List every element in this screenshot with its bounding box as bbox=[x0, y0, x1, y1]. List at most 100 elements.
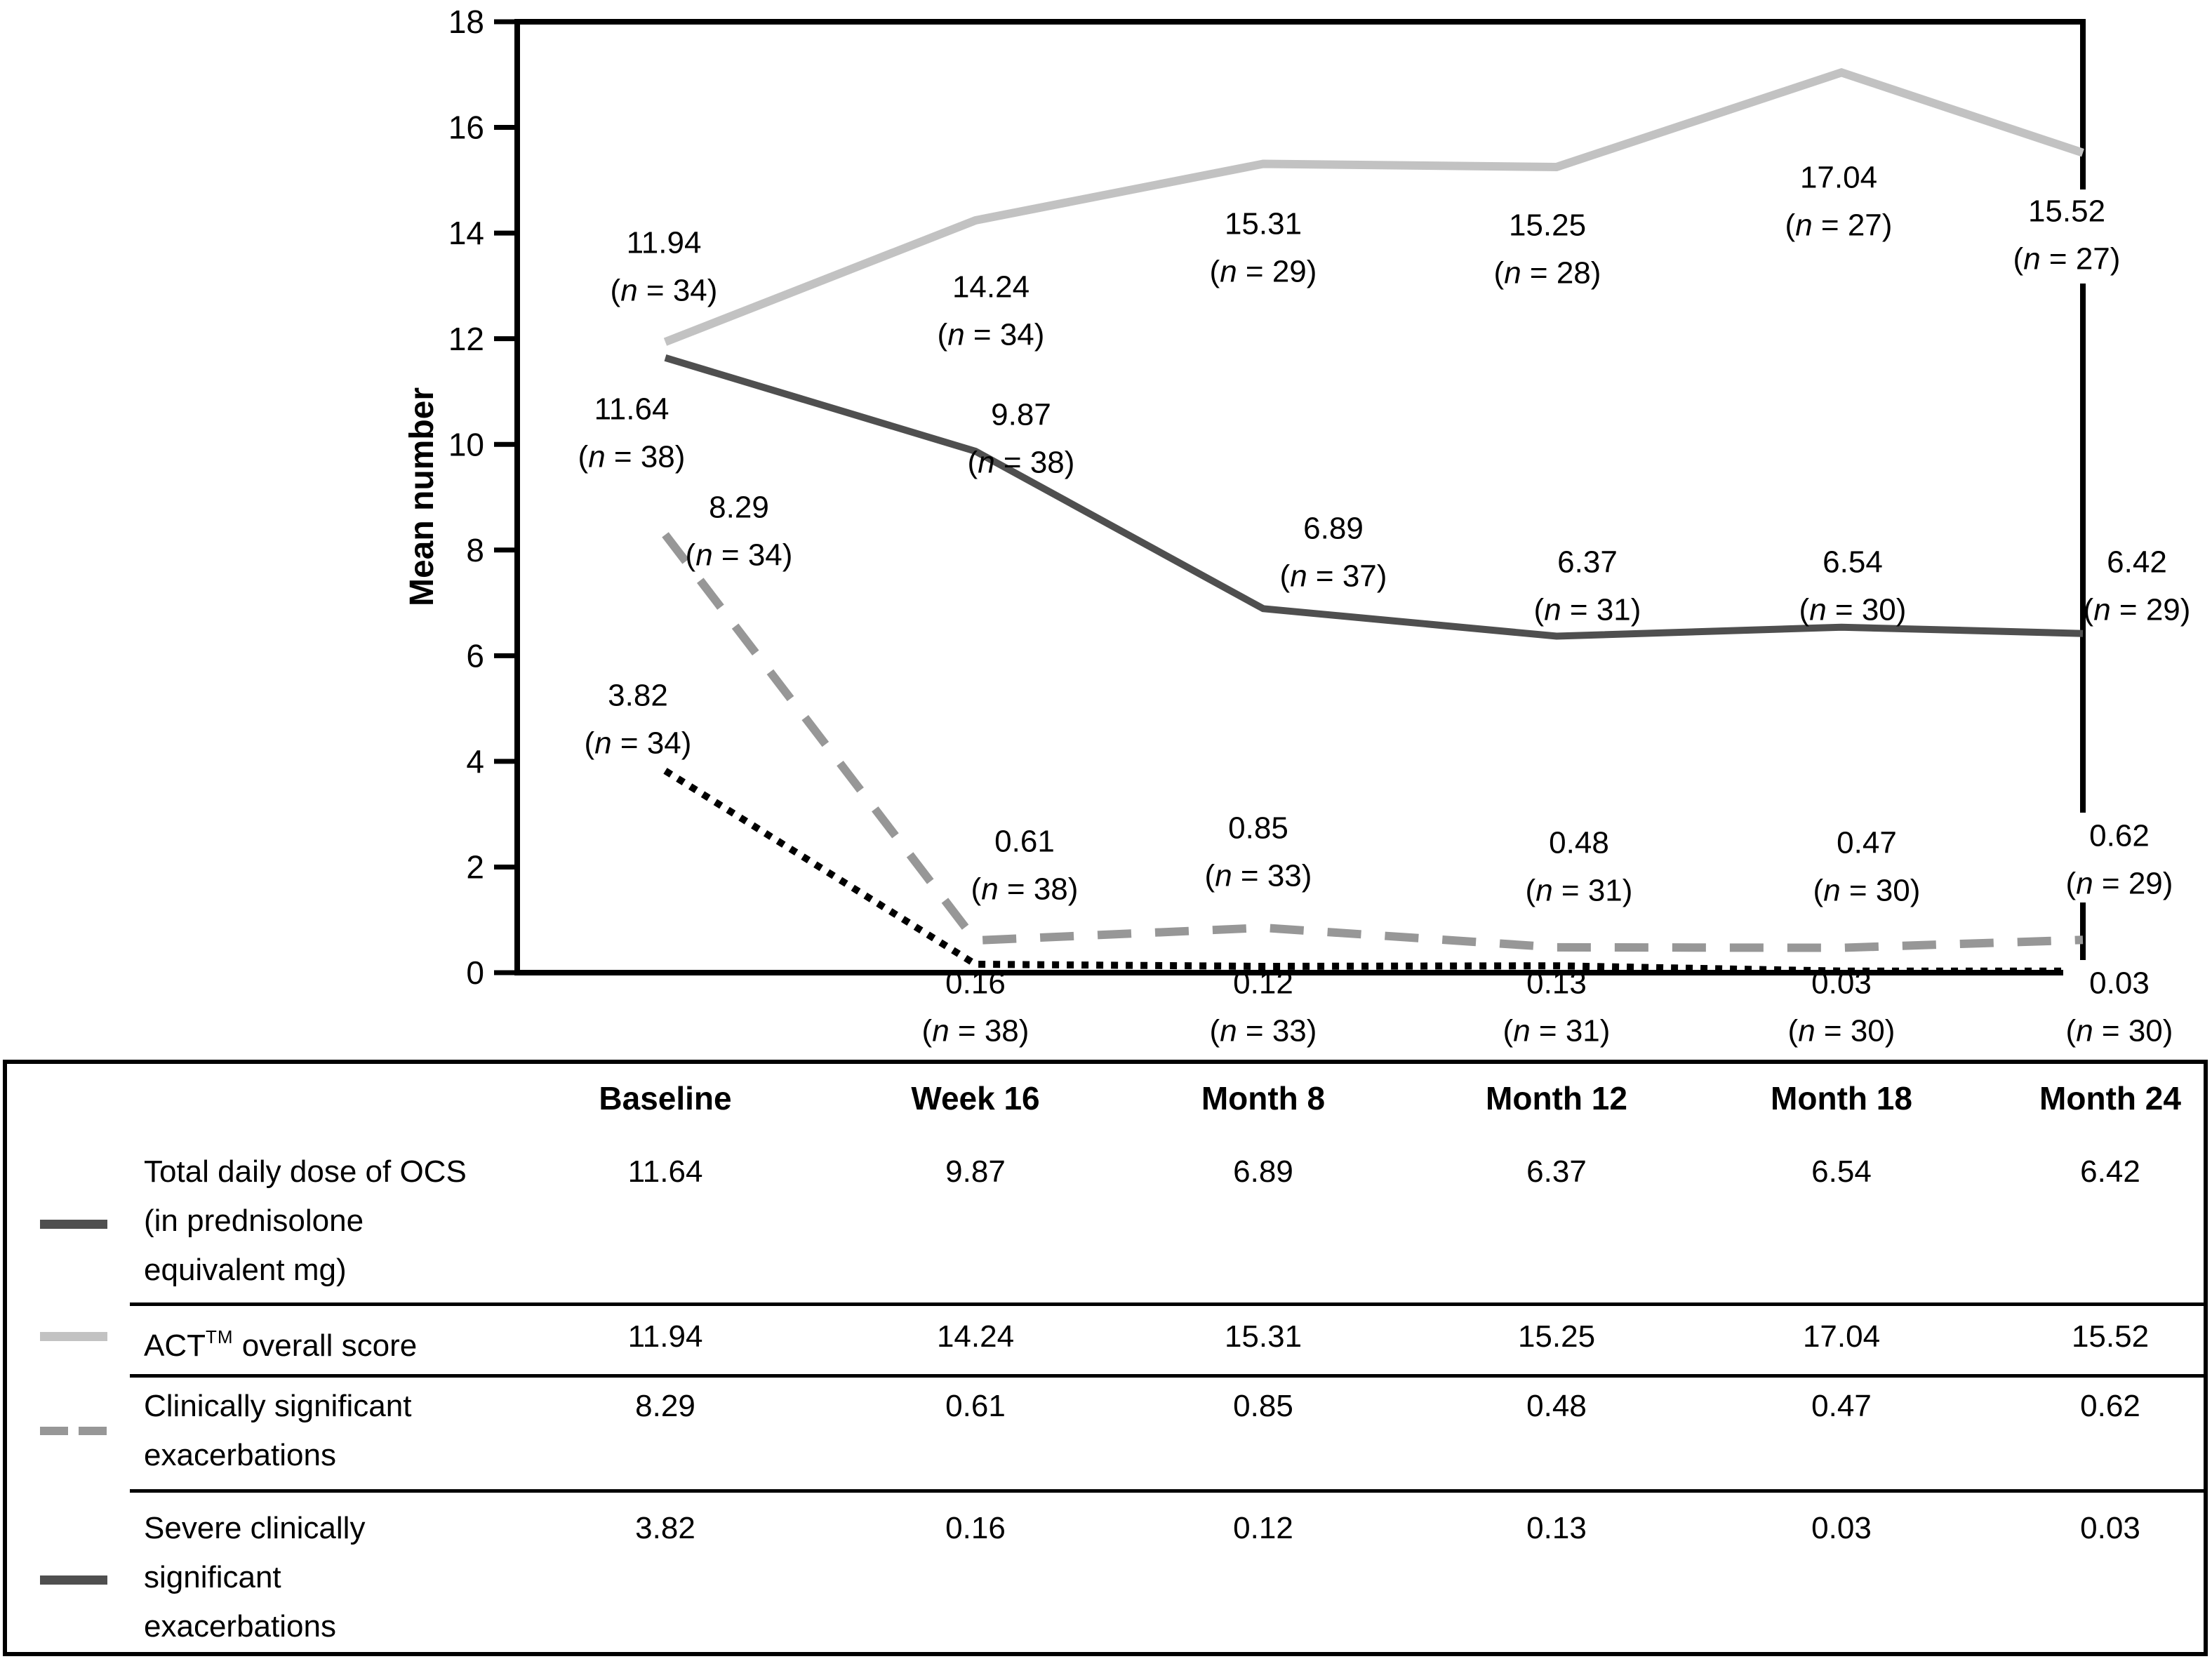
point-value-label: 8.29 bbox=[709, 490, 769, 524]
point-value-label: 14.24 bbox=[952, 269, 1030, 304]
table-cell-r3-c3: 0.13 bbox=[1526, 1511, 1587, 1545]
point-value-label: 6.42 bbox=[2107, 545, 2167, 579]
table-header-month-8: Month 8 bbox=[1201, 1080, 1326, 1117]
point-value-label: 0.47 bbox=[1837, 825, 1897, 860]
table-row-label: exacerbations bbox=[144, 1438, 336, 1472]
table-row-label: Clinically significant bbox=[144, 1389, 412, 1423]
table-cell-r3-c0: 3.82 bbox=[635, 1511, 695, 1545]
table-cell-r2-c4: 0.47 bbox=[1811, 1389, 1872, 1423]
table-cell-r1-c4: 17.04 bbox=[1802, 1319, 1881, 1354]
plot-border bbox=[514, 19, 2086, 975]
point-value-label: 17.04 bbox=[1800, 160, 1877, 194]
table-cell-r2-c1: 0.61 bbox=[945, 1389, 1006, 1423]
table-cell-r0-c4: 6.54 bbox=[1811, 1154, 1872, 1189]
point-value-label: 11.64 bbox=[594, 392, 669, 426]
point-n-label: (n = 38) bbox=[578, 439, 686, 474]
table-row-label: significant bbox=[144, 1560, 281, 1594]
series-line-ocs bbox=[664, 354, 2084, 640]
point-value-label: 0.62 bbox=[2089, 818, 2150, 853]
point-value-label: 15.31 bbox=[1225, 206, 1302, 241]
point-n-label: (n = 30) bbox=[2066, 1013, 2173, 1048]
table-cell-r3-c5: 0.03 bbox=[2080, 1511, 2140, 1545]
label-backing bbox=[2008, 189, 2133, 284]
legend-swatch-solid-dark bbox=[40, 1220, 107, 1229]
table-header-week-16: Week 16 bbox=[911, 1080, 1040, 1117]
table-header-baseline: Baseline bbox=[599, 1080, 732, 1117]
point-n-label: (n = 30) bbox=[1788, 1013, 1895, 1048]
table-cell-r0-c3: 6.37 bbox=[1526, 1154, 1587, 1189]
point-value-label: 11.94 bbox=[627, 225, 702, 260]
legend-swatch-dashed bbox=[79, 1427, 107, 1435]
y-tick-label-8: 8 bbox=[466, 532, 484, 568]
legend-swatch-solid-dark bbox=[40, 1575, 107, 1585]
point-n-label: (n = 38) bbox=[922, 1013, 1030, 1048]
legend-swatch-dashed bbox=[40, 1427, 68, 1435]
point-value-label: 0.61 bbox=[994, 824, 1055, 858]
y-tick-label-2: 2 bbox=[466, 849, 484, 886]
point-n-label: (n = 34) bbox=[585, 726, 692, 760]
table-header-month-18: Month 18 bbox=[1771, 1080, 1912, 1117]
y-tick-label-0: 0 bbox=[466, 954, 484, 991]
y-tick-label-4: 4 bbox=[466, 743, 484, 780]
line-chart: Mean number 0 2 4 6 8 10 12 14 16 18 11.64 (n = 38)… bbox=[403, 4, 2191, 1050]
point-n-label: (n = 33) bbox=[1205, 858, 1312, 893]
point-n-label: (n = 29) bbox=[2066, 866, 2173, 900]
table-cell-r0-c1: 9.87 bbox=[945, 1154, 1006, 1189]
point-value-label: 15.25 bbox=[1509, 208, 1586, 242]
point-n-label: (n = 31) bbox=[1503, 1013, 1611, 1048]
table-cell-r1-c1: 14.24 bbox=[936, 1319, 1015, 1354]
table-row-label: ACTTM overall score bbox=[144, 1326, 418, 1363]
table-cell-r2-c2: 0.85 bbox=[1233, 1389, 1293, 1423]
table-cell-r2-c3: 0.48 bbox=[1526, 1389, 1587, 1423]
point-n-label: (n = 38) bbox=[968, 445, 1075, 479]
point-value-label: 6.89 bbox=[1303, 511, 1364, 545]
point-n-label: (n = 30) bbox=[1799, 592, 1907, 627]
point-n-label: (n = 31) bbox=[1526, 873, 1633, 907]
table-cell-r1-c5: 15.52 bbox=[2071, 1319, 2150, 1354]
point-n-label: (n = 34) bbox=[686, 538, 793, 572]
table-row-separator-3 bbox=[130, 1489, 2204, 1493]
point-n-label: (n = 29) bbox=[1210, 254, 1317, 288]
series-line-severe-exac bbox=[663, 768, 2083, 975]
table-cell-r1-c0: 11.94 bbox=[627, 1319, 703, 1354]
table-header-month-24: Month 24 bbox=[2039, 1080, 2181, 1117]
table-outer-border bbox=[3, 1060, 2208, 1656]
table-row-label: (in prednisolone bbox=[144, 1204, 364, 1238]
label-backing bbox=[2063, 960, 2183, 1050]
table-row-label: Severe clinically bbox=[144, 1511, 366, 1545]
point-n-label: (n = 30) bbox=[1813, 873, 1921, 907]
y-axis-title: Mean number bbox=[404, 387, 441, 606]
point-value-label: 0.13 bbox=[1526, 966, 1587, 1000]
point-n-label: (n = 34) bbox=[611, 273, 718, 307]
point-value-label: 0.16 bbox=[945, 966, 1006, 1000]
table-cell-r0-c5: 6.42 bbox=[2080, 1154, 2140, 1189]
table-cell-r3-c4: 0.03 bbox=[1811, 1511, 1872, 1545]
point-value-label: 9.87 bbox=[991, 397, 1051, 432]
y-tick-label-16: 16 bbox=[448, 109, 484, 146]
table-cell-r0-c0: 11.64 bbox=[627, 1154, 703, 1189]
table-cell-r3-c2: 0.12 bbox=[1233, 1511, 1293, 1545]
point-n-label: (n = 27) bbox=[2013, 241, 2121, 276]
point-n-label: (n = 28) bbox=[1494, 255, 1601, 290]
point-value-label: 15.52 bbox=[2028, 194, 2105, 228]
table-row-separator-1 bbox=[130, 1302, 2204, 1306]
legend-swatch-solid-light bbox=[40, 1332, 107, 1341]
y-tick-label-12: 12 bbox=[448, 321, 484, 357]
table-cell-r2-c5: 0.62 bbox=[2080, 1389, 2140, 1423]
y-tick-label-18: 18 bbox=[448, 4, 484, 40]
table-cell-r1-c3: 15.25 bbox=[1517, 1319, 1596, 1354]
point-value-label: 0.03 bbox=[1811, 966, 1872, 1000]
table-cell-r2-c0: 8.29 bbox=[635, 1389, 695, 1423]
table-cell-r3-c1: 0.16 bbox=[945, 1511, 1006, 1545]
point-n-label: (n = 37) bbox=[1280, 559, 1387, 593]
point-n-label: (n = 33) bbox=[1210, 1013, 1317, 1048]
series-line-act bbox=[663, 67, 2084, 346]
table-row-label: equivalent mg) bbox=[144, 1253, 347, 1287]
point-value-label: 0.85 bbox=[1228, 811, 1288, 845]
point-value-label: 3.82 bbox=[608, 678, 668, 712]
point-value-label: 0.03 bbox=[2089, 966, 2150, 1000]
trademark-superscript: TM bbox=[206, 1326, 234, 1347]
y-tick-label-6: 6 bbox=[466, 637, 484, 674]
